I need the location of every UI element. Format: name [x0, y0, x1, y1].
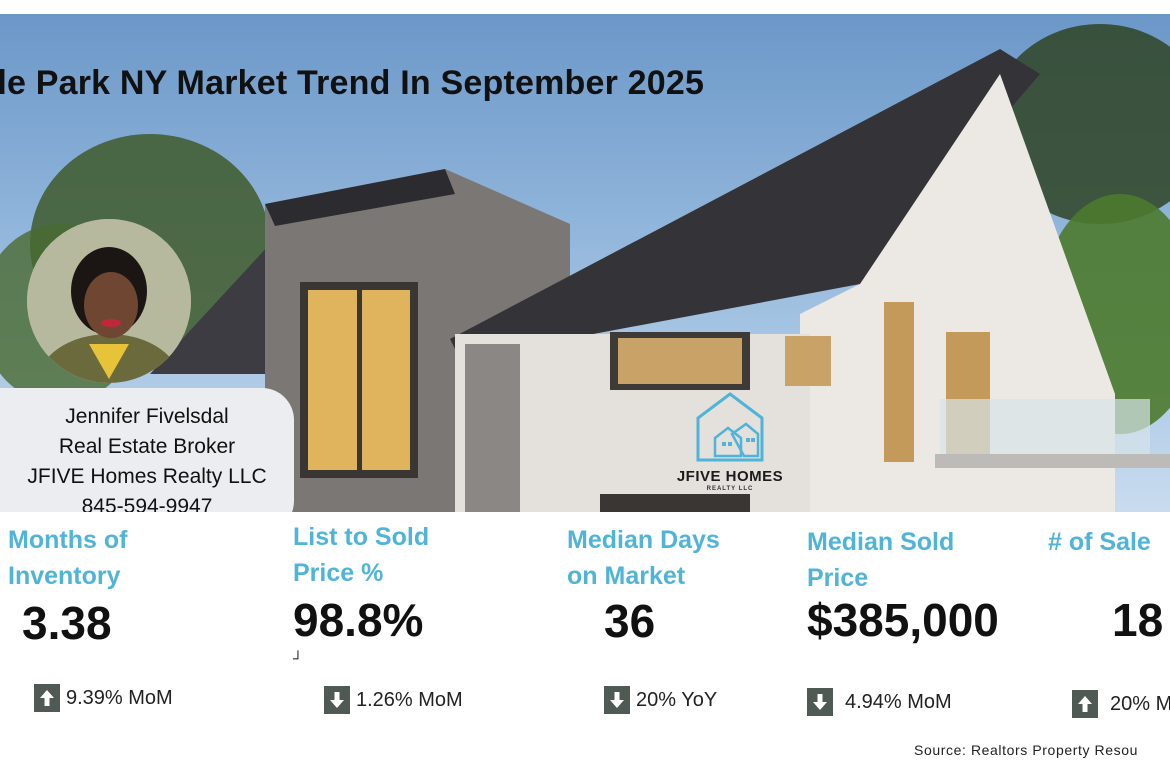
arrow-down-icon — [807, 688, 833, 716]
agent-company: JFIVE Homes Realty LLC — [27, 465, 267, 488]
stat-value: 98.8% — [293, 594, 424, 646]
stat-value: 36 — [604, 595, 656, 647]
stat-label: Months of Inventory — [8, 526, 128, 590]
stat-label: # of Sale — [1048, 528, 1151, 556]
agent-photo — [27, 219, 191, 383]
company-logo: JFIVE HOMES REALTY LLC — [660, 390, 800, 500]
page-title: de Park NY Market Trend In September 202… — [0, 64, 705, 102]
source-note: Source: Realtors Property Resou — [914, 742, 1139, 758]
stray-mark: ┘ — [293, 650, 303, 666]
stat-label: Median Days on Market — [567, 526, 720, 590]
logo-name: JFIVE HOMES — [676, 468, 784, 485]
stat-change: 1.26% MoM — [324, 686, 463, 714]
arrow-up-icon — [1072, 690, 1098, 718]
agent-name: Jennifer Fivelsdal — [65, 405, 229, 428]
arrow-down-icon — [604, 686, 630, 714]
logo-subtitle: REALTY LLC — [706, 486, 754, 492]
agent-contact-card: Jennifer Fivelsdal Real Estate Broker JF… — [0, 388, 294, 512]
house-illustration — [0, 24, 1170, 512]
agent-phone[interactable]: 845-594-9947 — [81, 495, 213, 512]
stat-change: 9.39% MoM — [34, 684, 173, 712]
stat-change: 20% M — [1072, 690, 1170, 718]
stat-label: Median Sold Price — [807, 528, 955, 592]
arrow-up-icon — [34, 684, 60, 712]
house-photo: de Park NY Market Trend In September 202… — [0, 14, 1170, 512]
agent-role: Real Estate Broker — [58, 435, 236, 458]
stat-label: List to Sold Price % — [293, 523, 430, 587]
stat-value: 3.38 — [22, 597, 112, 649]
house-logo-icon — [696, 392, 764, 462]
stat-value: 18 — [1112, 594, 1164, 646]
stat-value: $385,000 — [807, 594, 999, 646]
stat-change: 20% YoY — [604, 686, 717, 714]
arrow-down-icon — [324, 686, 350, 714]
stat-change: 4.94% MoM — [807, 688, 952, 716]
